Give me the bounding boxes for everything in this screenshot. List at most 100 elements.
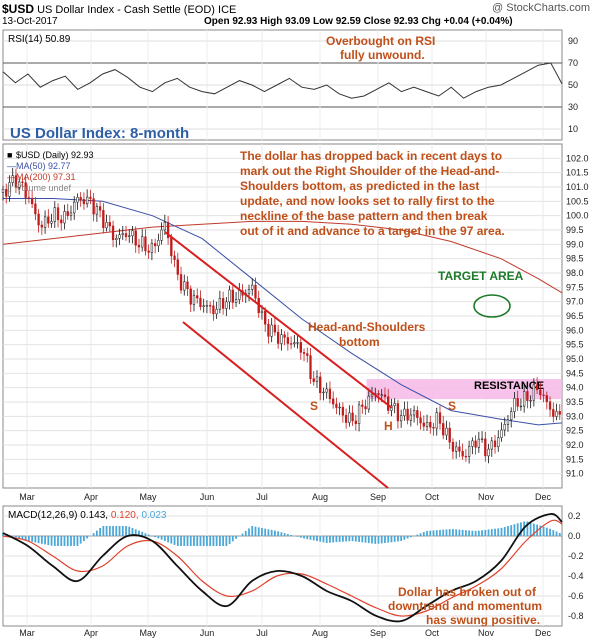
price-bar-body [14, 175, 18, 188]
macd-xtick-label: Aug [312, 628, 328, 638]
price-bar-body [354, 420, 357, 424]
price-bar-body [280, 334, 283, 344]
macd-hist-bar [555, 531, 558, 536]
price-bar-body [27, 197, 31, 199]
price-xtick-label: Jul [256, 492, 268, 502]
price-ytick-label: 94.5 [566, 368, 584, 378]
price-ytick-label: 92.0 [566, 440, 584, 450]
price-bar-body [348, 412, 351, 423]
instrument-name: US Dollar Index - Cash Settle (EOD) [37, 4, 215, 16]
channel-lower-line [182, 321, 389, 489]
macd-hist-bar [241, 533, 244, 536]
price-bar-body [30, 198, 34, 205]
price-ytick-label: 99.0 [566, 239, 584, 249]
head-label: H [384, 419, 393, 433]
target-area-ellipse [473, 294, 511, 318]
price-bar-body [225, 301, 228, 309]
macd-hist-bar [377, 536, 380, 544]
price-bar-body [526, 391, 529, 401]
close-label: Close [363, 16, 391, 27]
macd-hist-bar [406, 536, 409, 539]
price-ytick-label: 95.0 [566, 354, 584, 364]
macd-panel: 0.2 0.0 -0.2 -0.4 -0.6 -0.8 MACD(12,26,9) 0.1… [2, 505, 584, 627]
price-grid [3, 144, 562, 488]
macd-hist-bar [160, 536, 163, 540]
macd-hist-bar [73, 536, 76, 546]
macd-hist-bar [345, 536, 348, 542]
price-bar-body [111, 225, 115, 240]
price-bar-body [212, 305, 215, 315]
price-bar-body [50, 221, 53, 224]
price-bar-body [464, 455, 468, 458]
price-xticks: Mar Apr May Jun Jul Aug Sep Oct Nov Dec [19, 492, 551, 502]
macd-hist-bar [218, 536, 221, 546]
price-bar-body [289, 343, 293, 345]
price-bar-body [260, 310, 264, 314]
price-bar-body [506, 419, 510, 425]
price-bar-body [477, 438, 480, 448]
macd-hist-bar [322, 536, 325, 543]
rsi-ytick-label: 90 [568, 36, 578, 46]
macd-xtick-label: Oct [425, 628, 440, 638]
macd-hist-bar [70, 536, 72, 546]
price-bar-body [293, 342, 296, 345]
macd-hist-bar [390, 536, 393, 543]
price-bar-body [344, 414, 348, 423]
chg-value: +0.04 (+0.04%) [443, 16, 513, 27]
macd-hist-bar [510, 525, 513, 536]
macd-hist-bar [222, 536, 225, 546]
price-bar-body [406, 408, 409, 421]
rsi-legend: RSI(14) 50.89 [8, 34, 71, 45]
price-bar-body [86, 196, 89, 205]
price-ytick-label: 93.0 [566, 411, 584, 421]
price-bar-body [383, 394, 387, 398]
price-bar-body [18, 181, 21, 188]
macd-hist-bar [558, 533, 561, 536]
macd-hist-bar [257, 527, 260, 536]
macd-hist-bar [542, 526, 545, 536]
macd-hist-bar [50, 536, 53, 546]
macd-hist-bar [338, 536, 341, 542]
macd-hist-bar [147, 534, 150, 536]
macd-hist-bar [358, 536, 360, 542]
high-value: 93.09 [285, 16, 311, 27]
macd-hist-bar [442, 529, 445, 536]
price-bar-body [555, 411, 558, 417]
macd-hist-bar [186, 536, 189, 546]
price-bar-body [163, 221, 166, 231]
price-bar-body [474, 440, 477, 448]
macd-hist-bar [86, 536, 89, 539]
macd-hist-bar [296, 536, 299, 537]
macd-hist-bar [231, 536, 234, 542]
price-ytick-label: 101.5 [566, 168, 589, 178]
price-ytick-label: 101.0 [566, 182, 589, 192]
macd-hist-bar [21, 536, 24, 540]
price-bar-body [128, 235, 131, 237]
price-bar-body [98, 206, 102, 211]
price-bar-body [137, 244, 141, 248]
chart-date: 13-Oct-2017 [2, 16, 58, 27]
macd-hist-bar [497, 528, 500, 536]
price-bar-body [234, 299, 238, 303]
price-commentary: The dollar has dropped back in recent da… [240, 149, 505, 238]
price-bar-body [273, 324, 277, 333]
macd-hist-bar [47, 536, 50, 546]
price-legend: ■ $USD (Daily) 92.93— MA(50) 92.77— MA(200)… [7, 150, 94, 193]
price-bar-body [490, 440, 493, 450]
macd-xtick-label: Apr [84, 628, 98, 638]
macd-hist-bar [151, 535, 153, 537]
macd-hist-bar [364, 536, 367, 543]
macd-hist-bar [105, 526, 108, 536]
macd-xtick-label: Sep [370, 628, 386, 638]
macd-hist-bar [513, 524, 516, 536]
macd-hist-bar [163, 536, 166, 541]
price-xtick-label: Mar [19, 492, 35, 502]
macd-hist-bar [481, 530, 483, 536]
macd-annotation-line3: has swung positive. [426, 613, 540, 627]
macd-hist-bar [393, 536, 396, 542]
macd-hist-bar [316, 536, 318, 542]
price-bar-body [131, 230, 134, 237]
price-bar-body [493, 440, 497, 448]
right-shoulder-label: S [448, 399, 456, 413]
rsi-ytick-label: 30 [568, 102, 578, 112]
